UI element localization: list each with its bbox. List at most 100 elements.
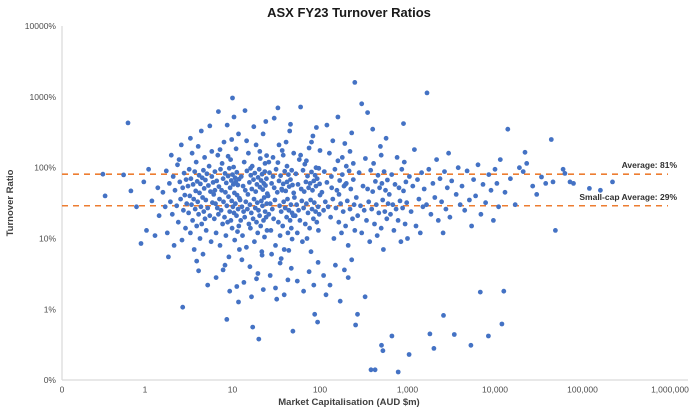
data-point bbox=[255, 175, 261, 180]
data-point bbox=[407, 174, 412, 179]
data-point bbox=[252, 239, 257, 245]
data-point bbox=[102, 193, 108, 199]
data-point bbox=[262, 161, 268, 166]
data-point bbox=[254, 219, 259, 225]
data-point bbox=[396, 185, 402, 191]
data-point bbox=[269, 181, 274, 186]
data-point bbox=[393, 206, 399, 212]
data-point bbox=[197, 190, 202, 196]
data-point bbox=[192, 206, 198, 212]
data-point bbox=[233, 201, 238, 207]
x-axis-title: Market Capitalisation (AUD $m) bbox=[278, 397, 419, 408]
data-point bbox=[239, 257, 245, 263]
data-point bbox=[296, 207, 301, 213]
data-point bbox=[522, 149, 528, 155]
data-point bbox=[234, 169, 240, 175]
data-point bbox=[194, 223, 200, 229]
data-point bbox=[166, 254, 171, 260]
data-point bbox=[427, 331, 433, 337]
data-point bbox=[309, 169, 314, 175]
data-point bbox=[281, 199, 287, 205]
data-point bbox=[212, 187, 218, 193]
data-point bbox=[197, 236, 203, 241]
data-point bbox=[175, 162, 180, 168]
data-point bbox=[442, 169, 447, 175]
data-point bbox=[440, 230, 446, 236]
data-point bbox=[378, 225, 384, 231]
data-point bbox=[220, 176, 226, 182]
data-point bbox=[285, 196, 290, 202]
data-point bbox=[314, 219, 320, 225]
data-point bbox=[300, 239, 305, 245]
data-point bbox=[247, 180, 252, 185]
data-point bbox=[249, 186, 255, 192]
data-point bbox=[271, 185, 277, 191]
data-point bbox=[254, 200, 260, 206]
data-point bbox=[302, 221, 308, 227]
data-point bbox=[289, 167, 295, 173]
data-point bbox=[444, 185, 450, 191]
data-point bbox=[247, 264, 253, 270]
data-point bbox=[156, 213, 162, 219]
data-point bbox=[287, 218, 293, 223]
data-point bbox=[488, 187, 494, 193]
data-point bbox=[220, 221, 226, 227]
data-point bbox=[234, 213, 239, 219]
data-point bbox=[281, 247, 287, 252]
y-tick-label: 1% bbox=[44, 304, 57, 314]
data-point bbox=[265, 193, 271, 199]
data-point bbox=[186, 210, 192, 216]
data-point bbox=[256, 207, 261, 213]
data-point bbox=[164, 230, 170, 236]
data-point bbox=[421, 186, 427, 192]
data-point bbox=[434, 157, 439, 163]
data-point bbox=[298, 152, 303, 158]
data-point bbox=[337, 178, 343, 183]
data-point bbox=[219, 161, 225, 166]
data-point bbox=[229, 225, 235, 231]
data-point bbox=[400, 205, 405, 211]
data-point bbox=[217, 196, 222, 202]
data-point bbox=[370, 126, 376, 132]
data-point bbox=[196, 268, 202, 274]
data-point bbox=[389, 172, 395, 178]
data-point bbox=[235, 182, 241, 188]
data-point bbox=[134, 204, 139, 210]
reference-lines-layer bbox=[62, 173, 668, 207]
data-point bbox=[307, 181, 313, 186]
data-point bbox=[420, 204, 426, 210]
data-point bbox=[242, 187, 248, 193]
data-point bbox=[361, 207, 367, 213]
data-point bbox=[251, 177, 256, 183]
data-point bbox=[227, 185, 233, 191]
data-point bbox=[394, 155, 400, 160]
data-point bbox=[128, 188, 134, 194]
data-point bbox=[255, 230, 261, 236]
data-point bbox=[253, 142, 259, 148]
data-point bbox=[372, 221, 377, 227]
data-point bbox=[199, 221, 205, 227]
data-point bbox=[344, 198, 350, 204]
data-point bbox=[327, 150, 332, 156]
data-point bbox=[401, 159, 407, 165]
data-point bbox=[288, 202, 294, 208]
data-point bbox=[501, 288, 507, 294]
data-point bbox=[329, 174, 334, 179]
data-point bbox=[280, 152, 286, 158]
data-point bbox=[207, 213, 213, 219]
data-point bbox=[337, 298, 343, 304]
data-point bbox=[191, 247, 197, 252]
data-point bbox=[402, 221, 408, 227]
data-point bbox=[216, 211, 221, 217]
data-point bbox=[457, 202, 463, 208]
data-point bbox=[291, 150, 297, 156]
data-point bbox=[181, 170, 187, 176]
data-point bbox=[125, 120, 131, 126]
data-point bbox=[248, 172, 254, 178]
data-point bbox=[290, 182, 295, 188]
data-point bbox=[386, 192, 392, 197]
data-point bbox=[284, 214, 289, 220]
data-points-layer bbox=[100, 80, 615, 375]
data-point bbox=[322, 199, 328, 205]
data-point bbox=[215, 152, 221, 158]
